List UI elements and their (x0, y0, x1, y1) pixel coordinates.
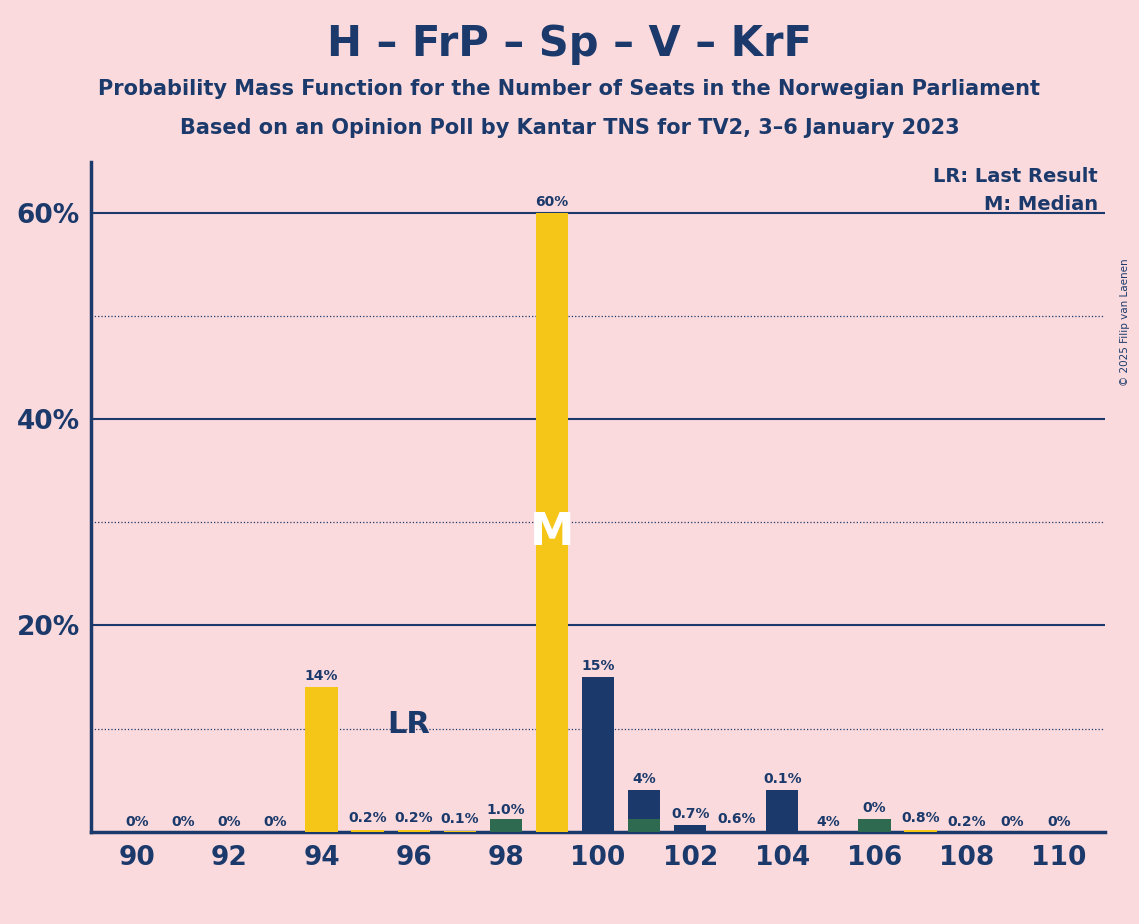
Text: M: Median: M: Median (984, 195, 1098, 213)
Text: 0%: 0% (125, 815, 149, 829)
Text: 4%: 4% (632, 772, 656, 786)
Text: 0%: 0% (263, 815, 287, 829)
Text: 0.1%: 0.1% (763, 772, 802, 786)
Bar (628, 820, 661, 832)
Text: 14%: 14% (305, 669, 338, 683)
Bar (490, 821, 522, 832)
Text: M: M (530, 511, 574, 554)
Text: 0.1%: 0.1% (441, 812, 480, 826)
Text: 0.2%: 0.2% (349, 811, 387, 825)
Bar (767, 790, 798, 832)
Bar (582, 677, 614, 832)
Text: 0.6%: 0.6% (716, 812, 755, 826)
Text: LR: LR (387, 710, 431, 739)
Text: 15%: 15% (581, 659, 615, 673)
Bar (352, 830, 384, 832)
Text: 0%: 0% (172, 815, 195, 829)
Bar (305, 687, 337, 832)
Text: 0%: 0% (1047, 815, 1071, 829)
Text: H – FrP – Sp – V – KrF: H – FrP – Sp – V – KrF (327, 23, 812, 65)
Text: 0.2%: 0.2% (394, 811, 433, 825)
Text: Based on an Opinion Poll by Kantar TNS for TV2, 3–6 January 2023: Based on an Opinion Poll by Kantar TNS f… (180, 118, 959, 139)
Bar (535, 213, 568, 832)
Text: © 2025 Filip van Laenen: © 2025 Filip van Laenen (1120, 259, 1130, 386)
Text: 0.7%: 0.7% (671, 808, 710, 821)
Bar (904, 830, 936, 832)
Text: 0%: 0% (218, 815, 241, 829)
Text: 1.0%: 1.0% (486, 803, 525, 817)
Bar (720, 831, 753, 832)
Bar (674, 825, 706, 832)
Bar (490, 820, 522, 832)
Text: 0.8%: 0.8% (901, 811, 940, 825)
Text: LR: Last Result: LR: Last Result (933, 167, 1098, 186)
Text: 0%: 0% (1001, 815, 1024, 829)
Text: 4%: 4% (817, 815, 841, 829)
Bar (628, 790, 661, 832)
Bar (859, 820, 891, 832)
Text: Probability Mass Function for the Number of Seats in the Norwegian Parliament: Probability Mass Function for the Number… (98, 79, 1041, 99)
Text: 0.2%: 0.2% (948, 815, 986, 829)
Bar (443, 831, 476, 832)
Bar (398, 830, 429, 832)
Text: 60%: 60% (535, 195, 568, 209)
Text: 0%: 0% (862, 801, 886, 815)
